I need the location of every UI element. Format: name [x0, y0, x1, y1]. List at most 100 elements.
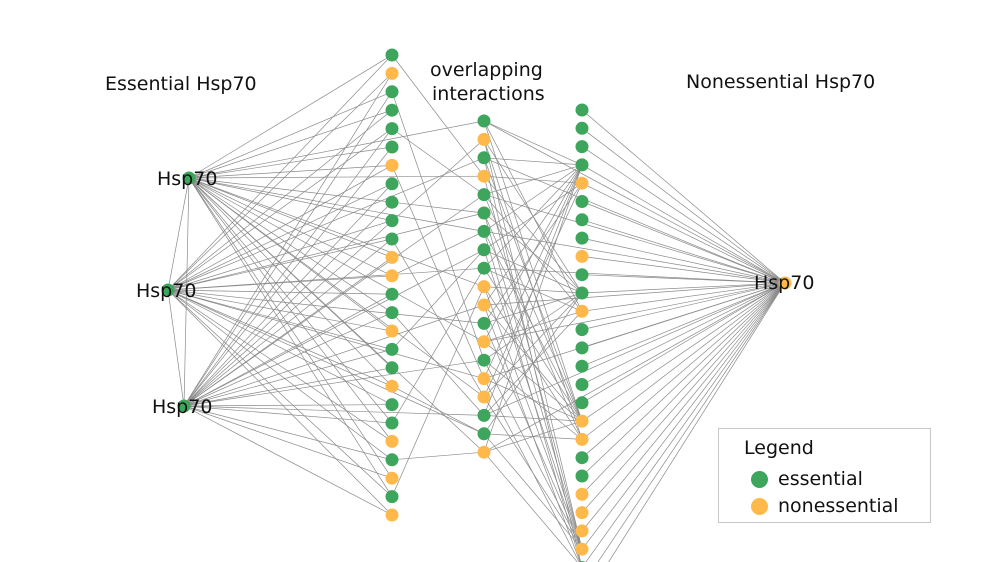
edge	[183, 405, 393, 424]
edge	[483, 164, 583, 342]
edge	[167, 109, 393, 291]
essential-swatch-icon	[751, 470, 768, 488]
edge	[483, 164, 583, 379]
right-column-node	[575, 158, 589, 172]
edge	[483, 282, 786, 343]
edge	[483, 378, 583, 422]
essential-hsp70-hub-node	[161, 283, 175, 297]
edge	[581, 282, 786, 294]
edge	[483, 164, 583, 453]
edge	[183, 183, 393, 407]
middle-column-node	[477, 206, 491, 220]
right-column-node	[575, 231, 589, 245]
middle-column-node	[477, 280, 491, 294]
right-column-node	[575, 378, 589, 391]
right-column-node	[575, 396, 589, 410]
right-column-node	[575, 249, 589, 263]
left-column-node	[385, 398, 399, 412]
edge	[183, 249, 485, 407]
left-column-node	[385, 342, 399, 356]
edge	[167, 220, 393, 291]
edge	[188, 175, 485, 179]
edge	[581, 201, 786, 284]
edge	[581, 282, 786, 477]
edge	[581, 128, 786, 284]
edge	[167, 183, 393, 291]
right-column-node	[575, 195, 589, 208]
edge	[391, 165, 485, 379]
edge	[183, 367, 393, 407]
left-column-node	[385, 140, 399, 154]
nonessential-hsp70-hub-node	[778, 276, 792, 290]
overlapping-heading-line1: overlapping	[430, 59, 543, 81]
edge	[188, 177, 485, 232]
edge	[483, 396, 583, 550]
edge	[483, 194, 786, 284]
left-column-node	[385, 361, 399, 375]
edge	[581, 282, 786, 312]
edge	[391, 238, 485, 398]
edge	[483, 157, 583, 166]
edge	[183, 128, 393, 407]
edge	[581, 282, 786, 330]
edge	[483, 282, 786, 379]
edge	[167, 267, 485, 291]
edge	[391, 91, 485, 361]
right-column-node	[575, 268, 589, 282]
edge	[188, 177, 393, 497]
legend-item-essential: essential	[751, 467, 863, 491]
edge	[167, 289, 393, 516]
edge	[183, 146, 393, 407]
edge	[391, 385, 485, 435]
right-column-node	[575, 323, 589, 337]
edge	[167, 289, 393, 295]
edge	[581, 282, 786, 513]
edge	[188, 177, 393, 442]
edge	[183, 405, 393, 461]
left-column-node	[385, 490, 399, 504]
edge	[391, 312, 485, 416]
left-column-node	[385, 434, 399, 448]
left-column-node	[385, 287, 399, 301]
edge	[188, 177, 393, 221]
edge	[183, 312, 393, 407]
edge	[167, 165, 393, 291]
middle-column-node	[477, 243, 491, 257]
right-column-node	[575, 451, 589, 465]
hub-label-essential-3: Hsp70	[152, 396, 213, 418]
nonessential-hsp70-heading: Nonessential Hsp70	[686, 71, 876, 93]
edge	[581, 282, 786, 495]
left-column-node	[385, 214, 399, 228]
edge	[183, 405, 393, 479]
left-column-node	[385, 250, 399, 264]
edge	[167, 177, 190, 291]
edge	[167, 289, 393, 350]
left-column-node	[385, 324, 399, 338]
edge	[581, 219, 786, 284]
middle-column-node	[477, 151, 491, 165]
edge	[581, 237, 786, 284]
edge	[167, 289, 185, 407]
edge	[183, 139, 485, 407]
edge	[183, 304, 485, 407]
right-column-node	[575, 103, 589, 117]
right-column-node	[575, 469, 589, 483]
edge	[391, 128, 485, 195]
edge	[483, 341, 583, 422]
right-column-node	[575, 432, 589, 446]
edge	[188, 177, 393, 424]
left-column-node	[385, 122, 399, 136]
left-column-node	[385, 232, 399, 246]
edge	[483, 282, 786, 416]
overlapping-heading-line2: interactions	[432, 83, 545, 105]
edge	[597, 282, 786, 562]
edge	[483, 267, 786, 284]
edge	[483, 292, 583, 361]
middle-column-node	[477, 390, 491, 404]
edge	[167, 54, 393, 291]
middle-column-node	[477, 224, 491, 238]
edge	[167, 212, 485, 291]
edge	[581, 282, 786, 367]
edge	[581, 282, 786, 385]
hub-label-essential-2: Hsp70	[136, 280, 197, 302]
